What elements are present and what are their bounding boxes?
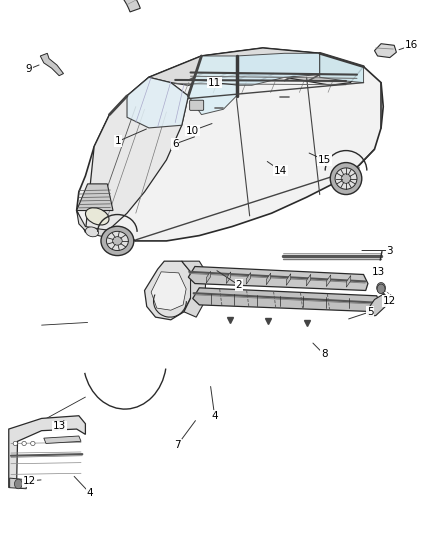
Text: 6: 6 xyxy=(172,139,179,149)
Ellipse shape xyxy=(85,227,99,237)
Text: 14: 14 xyxy=(274,166,287,175)
Circle shape xyxy=(14,479,22,489)
Polygon shape xyxy=(286,273,291,285)
Polygon shape xyxy=(77,211,136,241)
Text: 15: 15 xyxy=(318,155,331,165)
Text: 12: 12 xyxy=(383,296,396,306)
Ellipse shape xyxy=(341,174,351,183)
Polygon shape xyxy=(77,184,113,211)
Polygon shape xyxy=(10,478,26,489)
Text: 5: 5 xyxy=(367,307,374,317)
Text: 1: 1 xyxy=(115,136,122,146)
Polygon shape xyxy=(326,275,331,287)
Polygon shape xyxy=(127,77,188,128)
Ellipse shape xyxy=(113,237,122,245)
Polygon shape xyxy=(151,272,186,310)
Text: 10: 10 xyxy=(186,126,199,135)
Text: 3: 3 xyxy=(386,246,393,255)
Polygon shape xyxy=(266,273,271,285)
Ellipse shape xyxy=(330,163,362,195)
Text: 2: 2 xyxy=(235,280,242,290)
Text: 4: 4 xyxy=(86,488,93,498)
Polygon shape xyxy=(182,261,206,317)
Polygon shape xyxy=(9,416,85,488)
Polygon shape xyxy=(85,77,188,233)
Text: 11: 11 xyxy=(208,78,221,87)
Text: 4: 4 xyxy=(211,411,218,421)
Polygon shape xyxy=(188,266,368,290)
Polygon shape xyxy=(320,53,364,83)
Polygon shape xyxy=(237,53,320,85)
Text: 16: 16 xyxy=(405,41,418,50)
Ellipse shape xyxy=(335,168,357,189)
Circle shape xyxy=(377,284,385,294)
Ellipse shape xyxy=(31,441,35,446)
Polygon shape xyxy=(145,261,193,320)
Text: 12: 12 xyxy=(23,476,36,486)
Polygon shape xyxy=(206,271,211,283)
Text: 13: 13 xyxy=(372,267,385,277)
Ellipse shape xyxy=(22,441,26,446)
Polygon shape xyxy=(306,274,311,286)
Ellipse shape xyxy=(13,441,18,446)
Polygon shape xyxy=(44,436,81,443)
Ellipse shape xyxy=(106,231,128,251)
Polygon shape xyxy=(149,48,364,85)
Polygon shape xyxy=(39,0,140,12)
Text: 7: 7 xyxy=(174,440,181,450)
Polygon shape xyxy=(368,294,388,317)
Circle shape xyxy=(377,282,385,293)
Polygon shape xyxy=(226,272,231,284)
Text: 8: 8 xyxy=(321,350,328,359)
Polygon shape xyxy=(188,56,237,115)
Ellipse shape xyxy=(101,226,134,256)
Text: 13: 13 xyxy=(53,422,66,431)
Ellipse shape xyxy=(85,208,109,225)
Polygon shape xyxy=(246,272,251,284)
Polygon shape xyxy=(77,48,383,241)
Polygon shape xyxy=(193,288,381,312)
Text: 9: 9 xyxy=(25,64,32,74)
Polygon shape xyxy=(346,276,351,287)
Polygon shape xyxy=(40,53,64,76)
Polygon shape xyxy=(374,44,396,58)
FancyBboxPatch shape xyxy=(190,100,204,110)
